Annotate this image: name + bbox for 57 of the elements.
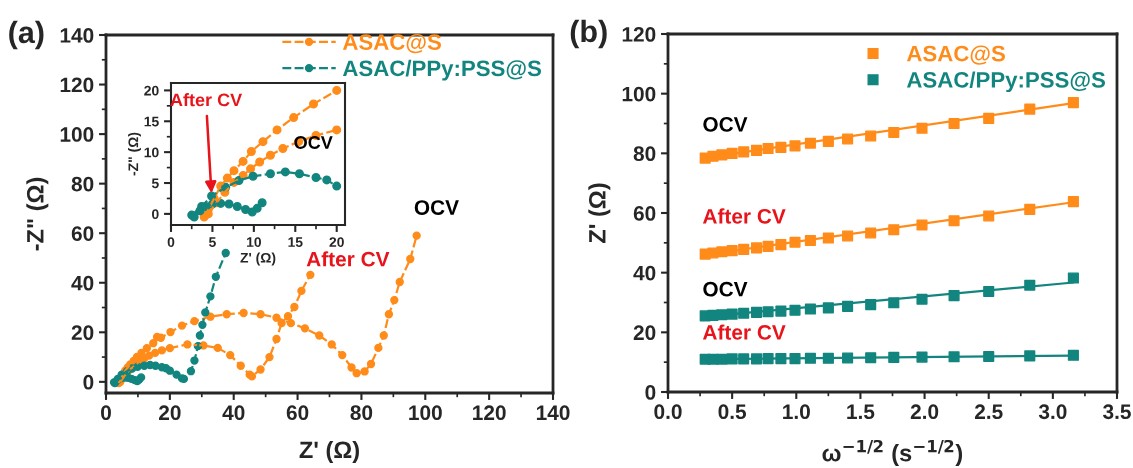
annotation: After CV: [306, 251, 390, 267]
y-tick-label: 20: [633, 325, 656, 341]
y-tick-label: 5: [151, 178, 159, 189]
x-tick-label: 1.0: [783, 404, 810, 420]
y-tick-label: 0: [83, 374, 94, 390]
x-tick-label: 80: [350, 405, 373, 421]
x-tick-label: 120: [473, 405, 506, 421]
x-tick-label: 2.5: [974, 404, 1003, 420]
x-axis-title: Z' (Ω): [299, 440, 359, 463]
y-tick-label: 10: [144, 147, 159, 158]
x-tick-label: 60: [286, 405, 309, 421]
y-tick-label: 100: [60, 127, 94, 142]
chart-title: (a): [9, 20, 44, 50]
legend-label: ASAC/PPy:PSS@S: [906, 71, 1106, 93]
y-tick-label: 140: [60, 28, 94, 43]
y-axis-title: -Z" (Ω): [128, 132, 141, 176]
x-tick-label: 0.5: [718, 404, 747, 420]
x-tick-label: 1.5: [847, 404, 875, 420]
x-tick-label: 40: [222, 405, 245, 421]
chart-title: (b): [570, 19, 607, 49]
legend-label: ASAC@S: [906, 45, 1005, 65]
y-tick-label: 0: [152, 209, 159, 220]
y-axis-title: Z' (Ω): [588, 183, 611, 243]
y-tick-label: 20: [144, 85, 159, 96]
annotation: After CV: [702, 324, 786, 340]
x-axis-title: ω$^{−1/2}$ (s$^{−1/2}$): [822, 439, 963, 467]
y-tick-label: 60: [633, 206, 656, 221]
annotation: OCV: [703, 281, 748, 297]
y-axis-title: -Z" (Ω): [26, 177, 49, 251]
annotation: OCV: [703, 117, 748, 132]
x-tick-label: 140: [536, 405, 570, 421]
x-tick-label: 0: [101, 405, 111, 421]
x-tick-label: 5: [208, 237, 216, 248]
y-tick-label: 0: [645, 385, 656, 400]
y-tick-label: 120: [60, 77, 94, 93]
y-tick-label: 15: [144, 116, 159, 127]
x-tick-label: 15: [288, 237, 303, 248]
x-tick-label: 10: [247, 237, 262, 248]
legend-label: ASAC/PPy:PSS@S: [342, 59, 542, 81]
y-tick-label: 40: [71, 275, 94, 291]
legend-label: ASAC@S: [342, 33, 441, 54]
annotation: After CV: [702, 208, 786, 224]
y-tick-label: 20: [71, 325, 94, 341]
y-tick-label: 80: [71, 176, 94, 192]
x-tick-label: 100: [409, 405, 442, 421]
y-tick-label: 80: [633, 146, 656, 162]
x-axis-title: Z' (Ω): [240, 252, 276, 266]
y-tick-label: 100: [622, 86, 656, 102]
x-tick-label: 20: [329, 237, 344, 248]
x-tick-label: 3.0: [1038, 404, 1067, 420]
x-tick-label: 0.0: [654, 404, 682, 420]
x-tick-label: 2.0: [910, 404, 939, 420]
y-tick-label: 120: [622, 27, 656, 42]
annotation: OCV: [414, 200, 459, 215]
y-tick-label: 40: [633, 265, 656, 281]
x-tick-label: 0: [167, 237, 175, 248]
x-tick-label: 3.5: [1103, 404, 1131, 420]
